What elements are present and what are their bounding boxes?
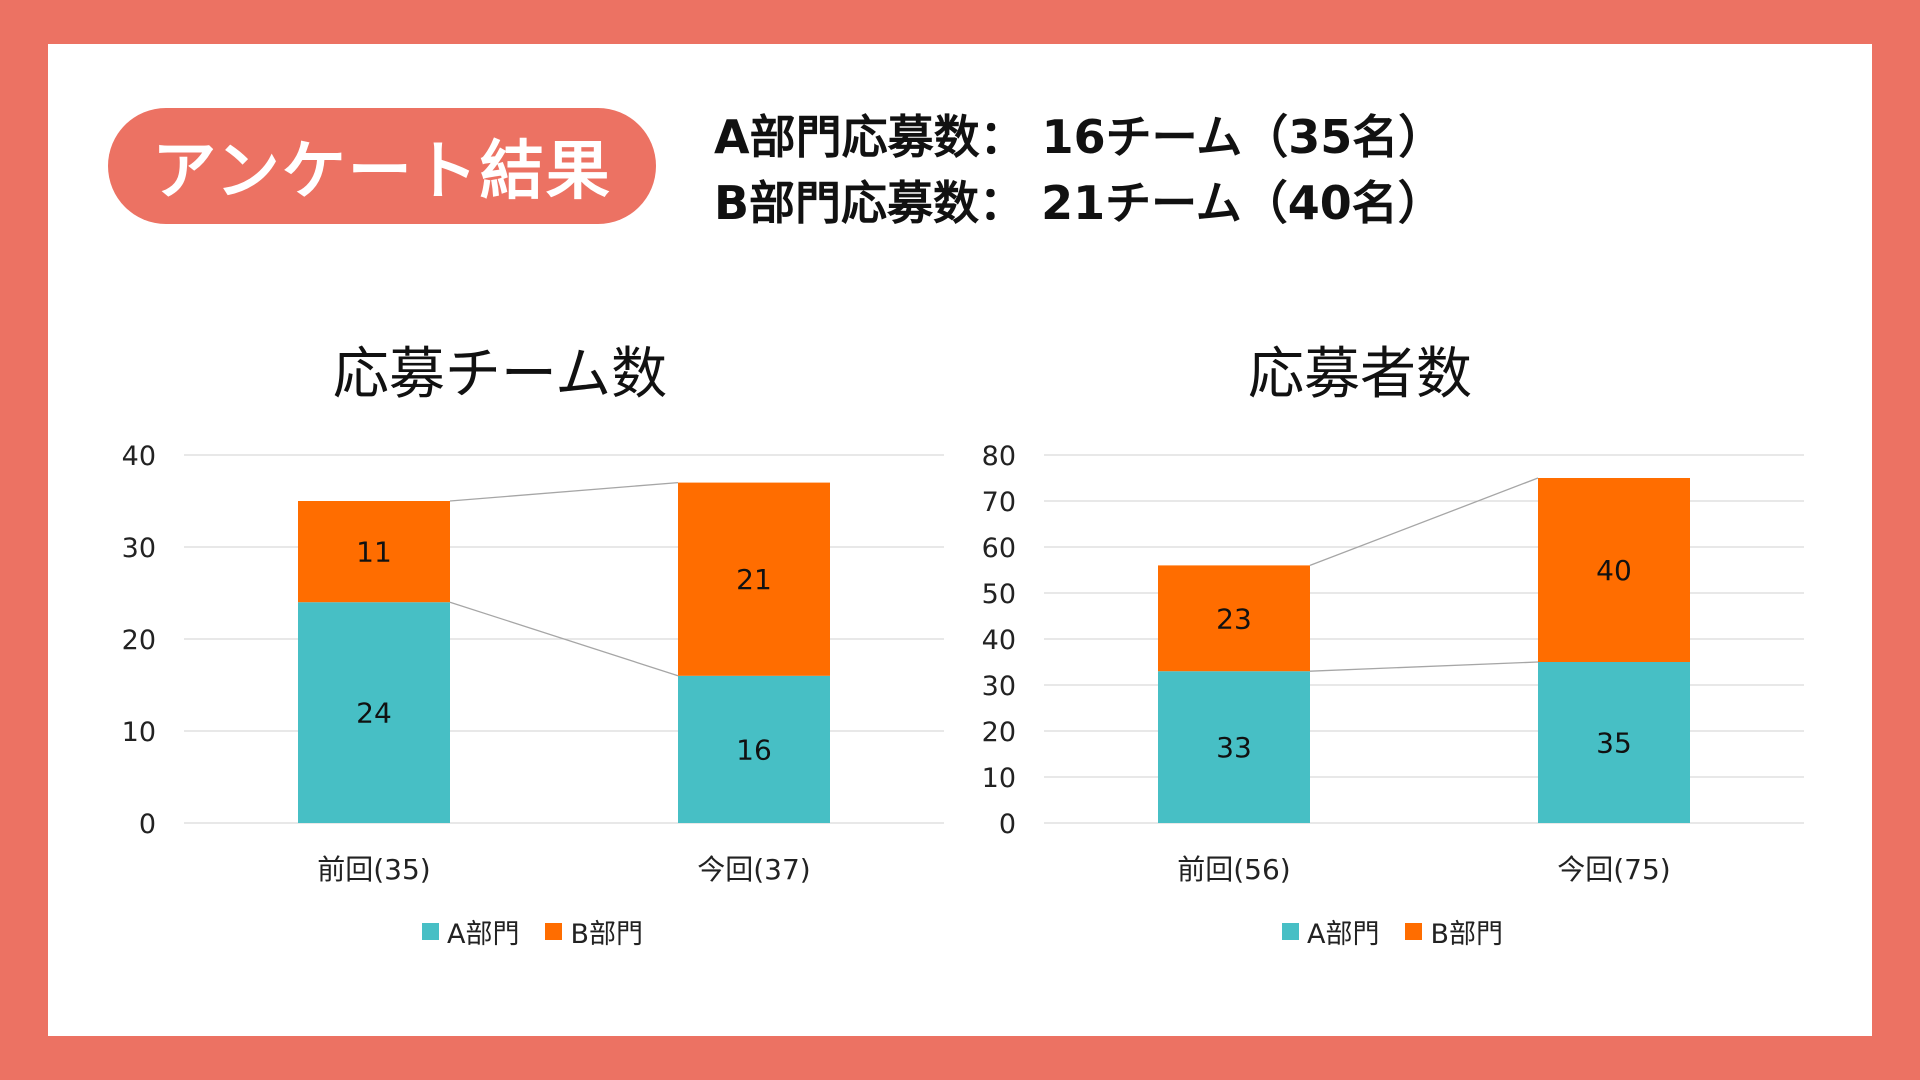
y-tick-label: 0: [139, 809, 156, 840]
bar-a: [298, 602, 450, 823]
chart-applicants: 応募者数 0 10 20 30 40 50 60 70 80 33 23 前回(56) 35 40 今回(75…: [982, 342, 1804, 886]
data-label: 23: [1216, 602, 1252, 635]
bar-b: [1158, 565, 1310, 672]
bar-a: [678, 675, 830, 823]
y-tick-label: 40: [982, 625, 1016, 656]
data-label: 16: [736, 733, 772, 766]
chart-title: 応募チーム数: [333, 342, 667, 407]
y-tick-label: 10: [982, 763, 1016, 794]
chart-title: 応募者数: [1248, 342, 1472, 407]
slide-title-pill: アンケート結果: [108, 108, 656, 224]
y-tick-label: 40: [122, 441, 156, 472]
bar-a: [1538, 662, 1690, 823]
x-tick-label: 今回(37): [697, 853, 810, 886]
legend-label-a: A部門: [447, 919, 520, 950]
data-label: 21: [736, 563, 772, 596]
slide-title: アンケート結果: [152, 135, 612, 209]
legend-item-a: A部門: [1282, 912, 1379, 951]
bar-b: [298, 501, 450, 603]
summary-block: A部門応募数： 16チーム（35名） B部門応募数： 21チーム（40名）: [714, 104, 1444, 236]
y-tick-label: 20: [122, 625, 156, 656]
bar-b: [678, 482, 830, 676]
legend-teams: A部門 B部門: [422, 912, 643, 951]
legend-label-b: B部門: [1430, 919, 1504, 950]
summary-a: A部門応募数： 16チーム（35名）: [714, 110, 1445, 164]
data-label: 35: [1596, 727, 1632, 760]
data-label: 40: [1596, 554, 1632, 587]
legend-item-a: A部門: [422, 912, 519, 951]
legend-label-a: A部門: [1307, 919, 1380, 950]
chart-teams: 応募チーム数 0 10 20 30 40 24 11 前回(35) 16 21 今回(37): [122, 342, 944, 886]
bar-a: [1158, 671, 1310, 823]
y-tick-label: 20: [982, 717, 1016, 748]
x-tick-label: 前回(35): [317, 853, 430, 886]
legend-label-b: B部門: [570, 919, 644, 950]
y-tick-label: 50: [982, 579, 1016, 610]
y-tick-label: 70: [982, 487, 1016, 518]
x-tick-label: 今回(75): [1557, 853, 1670, 886]
series-connector-line: [1309, 477, 1539, 567]
legend-item-b: B部門: [545, 912, 643, 951]
data-label: 33: [1216, 731, 1252, 764]
summary-b: B部門応募数： 21チーム（40名）: [714, 176, 1444, 230]
legend-swatch-a: [1282, 923, 1299, 940]
series-connector-line: [449, 481, 679, 502]
y-tick-label: 30: [982, 671, 1016, 702]
legend-applicants: A部門 B部門: [1282, 912, 1503, 951]
legend-swatch-b: [1405, 923, 1423, 940]
y-tick-label: 0: [999, 809, 1016, 840]
y-tick-label: 30: [122, 533, 156, 564]
y-tick-label: 60: [982, 533, 1016, 564]
legend-swatch-a: [422, 923, 439, 940]
data-label: 24: [356, 697, 392, 730]
series-connector-line: [1309, 661, 1539, 672]
data-label: 11: [356, 536, 392, 569]
y-tick-label: 80: [982, 441, 1016, 472]
legend-item-b: B部門: [1405, 912, 1503, 951]
x-tick-label: 前回(56): [1177, 853, 1290, 886]
bar-b: [1538, 478, 1690, 662]
legend-swatch-b: [545, 923, 563, 940]
y-tick-label: 10: [122, 717, 156, 748]
series-connector-line: [449, 601, 679, 677]
